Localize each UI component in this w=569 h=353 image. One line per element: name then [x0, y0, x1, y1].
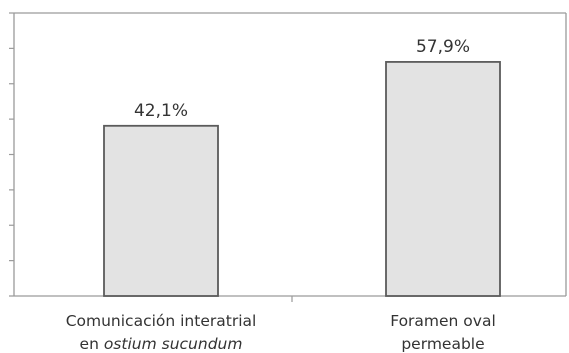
category-label-part: permeable — [401, 335, 484, 353]
bar — [103, 124, 219, 297]
category-label-part: en — [80, 335, 104, 353]
category-label: permeable — [401, 335, 484, 353]
category-labels: Comunicación interatrial en ostium sucund… — [66, 312, 496, 353]
category-label-part: ostium sucundum — [104, 335, 243, 353]
category-label-part: Comunicación interatrial — [66, 312, 257, 330]
category-label: Comunicación interatrial — [66, 312, 257, 330]
bar — [385, 61, 501, 297]
y-axis-ticks — [9, 12, 14, 262]
bars — [103, 61, 501, 297]
category-label: en ostium sucundum — [80, 335, 243, 353]
bar-value-label: 42,1% — [134, 101, 188, 121]
value-labels: 42,1% 57,9% — [134, 37, 470, 121]
bar-value-label: 57,9% — [416, 37, 470, 57]
category-label: Foramen oval — [390, 312, 496, 330]
category-label-part: Foramen oval — [390, 312, 496, 330]
